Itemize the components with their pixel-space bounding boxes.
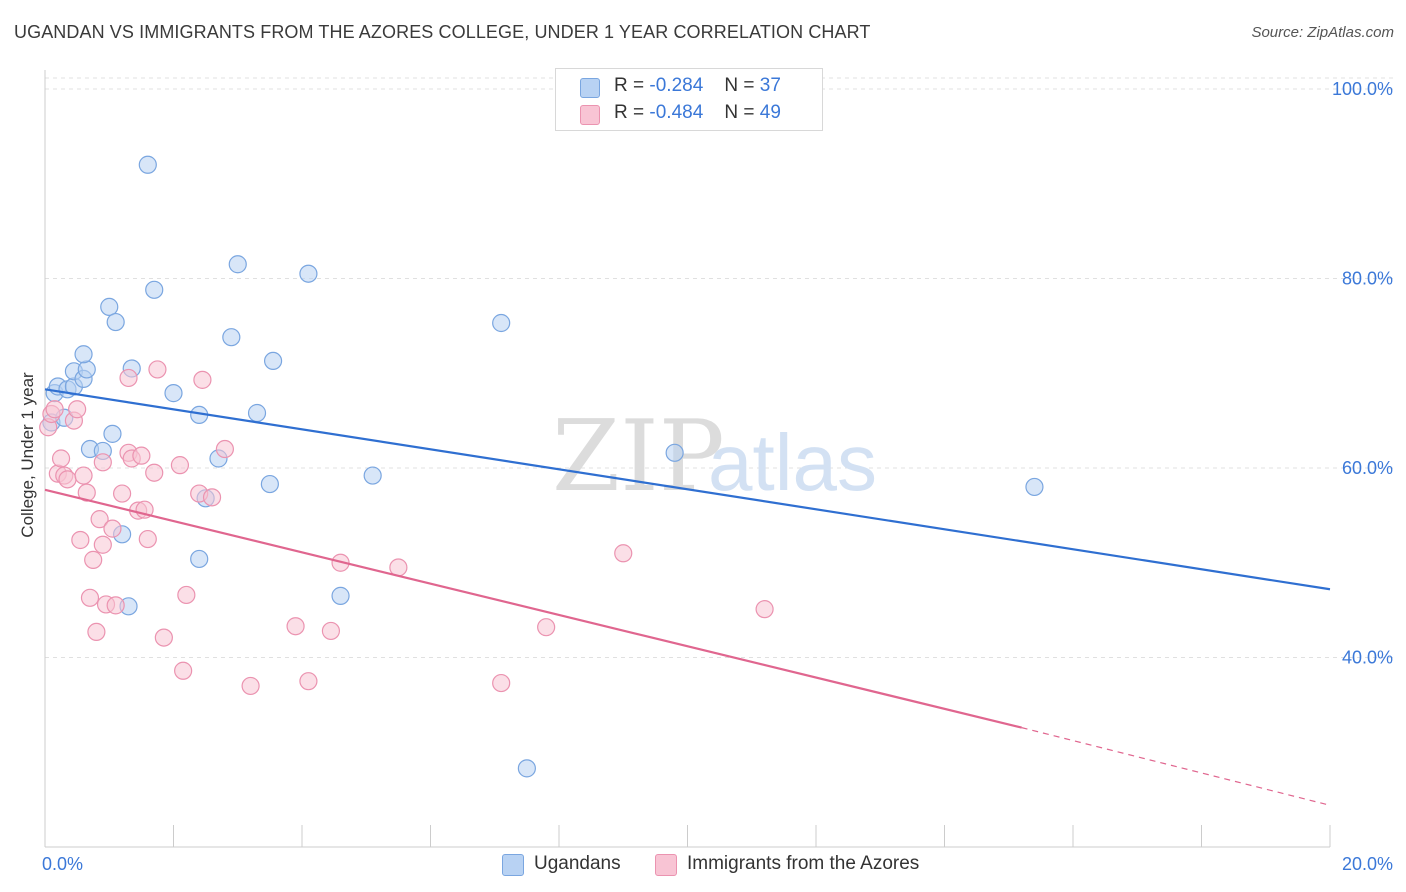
ugandan-point <box>145 280 164 299</box>
y-axis-label: College, Under 1 year <box>18 372 37 538</box>
azores-point <box>177 585 196 605</box>
azores-point <box>145 463 164 482</box>
ugandan-point <box>100 297 119 316</box>
azores-point <box>45 400 64 419</box>
axis-layer <box>44 70 1331 848</box>
azores-point <box>68 400 87 419</box>
azores-point <box>193 370 212 389</box>
ugandan-point <box>260 474 279 494</box>
azores-point <box>84 550 103 569</box>
azores-point <box>755 600 774 619</box>
azores-point <box>132 446 151 465</box>
azores-point <box>299 672 318 691</box>
azores-point <box>51 449 71 468</box>
bottom-legend-label: Ugandans <box>534 853 621 874</box>
source-note: Source: ZipAtlas.com <box>1251 24 1394 41</box>
x-tick-label: 20.0% <box>1342 854 1393 874</box>
x-tick-label: 0.0% <box>42 854 83 874</box>
watermark-zip: ZIP <box>552 400 725 514</box>
bottom-legend-swatch-blue <box>502 854 524 876</box>
ugandan-point <box>363 466 382 485</box>
ugandan-point <box>1025 477 1044 497</box>
ugandan-point <box>222 328 241 347</box>
azores-trend-line <box>44 488 1022 729</box>
ugandan-point <box>299 264 318 283</box>
ugandan-point <box>263 351 283 371</box>
y-tick-label: 100.0% <box>1332 79 1393 99</box>
azores-point <box>202 488 222 507</box>
watermark-atlas: atlas <box>708 418 877 507</box>
chart-title: UGANDAN VS IMMIGRANTS FROM THE AZORES CO… <box>14 22 871 42</box>
ugandan-point <box>492 313 511 333</box>
azores-point <box>174 661 193 680</box>
azores-point <box>74 466 93 485</box>
ugandan-point <box>106 312 125 332</box>
ugandan-point <box>138 155 157 174</box>
azores-point <box>154 628 173 647</box>
azores-point <box>119 368 138 388</box>
legend-n-label: N = <box>724 102 755 123</box>
azores-point <box>286 617 305 636</box>
legend-n-value: 37 <box>759 75 781 96</box>
azores-point <box>148 360 167 379</box>
azores-point <box>77 483 96 502</box>
ugandan-point <box>228 255 247 274</box>
y-tick-label: 60.0% <box>1342 458 1393 478</box>
grid-layer <box>45 77 1393 658</box>
azores-point <box>58 470 77 489</box>
y-tick-label: 40.0% <box>1342 647 1393 667</box>
ugandan-point <box>665 443 684 462</box>
y-tick-label: 80.0% <box>1342 268 1393 288</box>
azores-trend-extension <box>1021 727 1331 806</box>
azores-point <box>215 439 234 459</box>
ugandan-point <box>74 345 93 364</box>
azores-point <box>241 676 260 696</box>
legend-n-label: N = <box>724 75 755 96</box>
ugandan-point <box>331 586 350 605</box>
ugandan-point <box>103 424 122 443</box>
ugandan-point <box>517 759 536 778</box>
azores-point <box>93 453 112 472</box>
azores-point <box>614 544 633 563</box>
azores-point <box>321 621 341 641</box>
azores-point <box>87 622 106 642</box>
legend-r-label: R = <box>614 102 645 123</box>
azores-point <box>93 535 112 554</box>
ugandan-point <box>247 403 267 423</box>
azores-point <box>80 588 100 607</box>
azores-point <box>103 519 122 538</box>
legend-r-value: -0.484 <box>649 102 704 123</box>
ugandan-point <box>164 384 183 403</box>
legend-swatch-blue <box>580 78 600 98</box>
points-layer <box>39 155 1044 778</box>
tick-label-layer: 40.0% 60.0% 80.0% 100.0% 0.0% 20.0% <box>42 79 1393 874</box>
azores-point <box>138 529 157 549</box>
legend-n-value: 49 <box>759 102 781 123</box>
bottom-legend-swatch-pink <box>655 854 677 876</box>
azores-point <box>106 596 125 615</box>
ugandan-point <box>190 549 209 569</box>
legend-swatch-pink <box>580 105 600 125</box>
legend-r-label: R = <box>614 75 645 96</box>
azores-point <box>537 618 556 637</box>
correlation-legend: R = -0.284 N = 37 R = -0.484 N = 49 <box>555 68 823 131</box>
watermark: ZIP atlas <box>552 400 877 514</box>
azores-point <box>112 484 132 503</box>
ugandan-point <box>77 360 96 379</box>
ugandan-trend-line <box>44 388 1331 591</box>
azores-point <box>170 456 190 475</box>
azores-point <box>71 530 90 550</box>
trend-layer <box>44 388 1331 806</box>
azores-point <box>492 673 511 693</box>
bottom-legend-label: Immigrants from the Azores <box>687 853 920 874</box>
azores-point <box>90 510 109 529</box>
legend-r-value: -0.284 <box>649 75 704 96</box>
